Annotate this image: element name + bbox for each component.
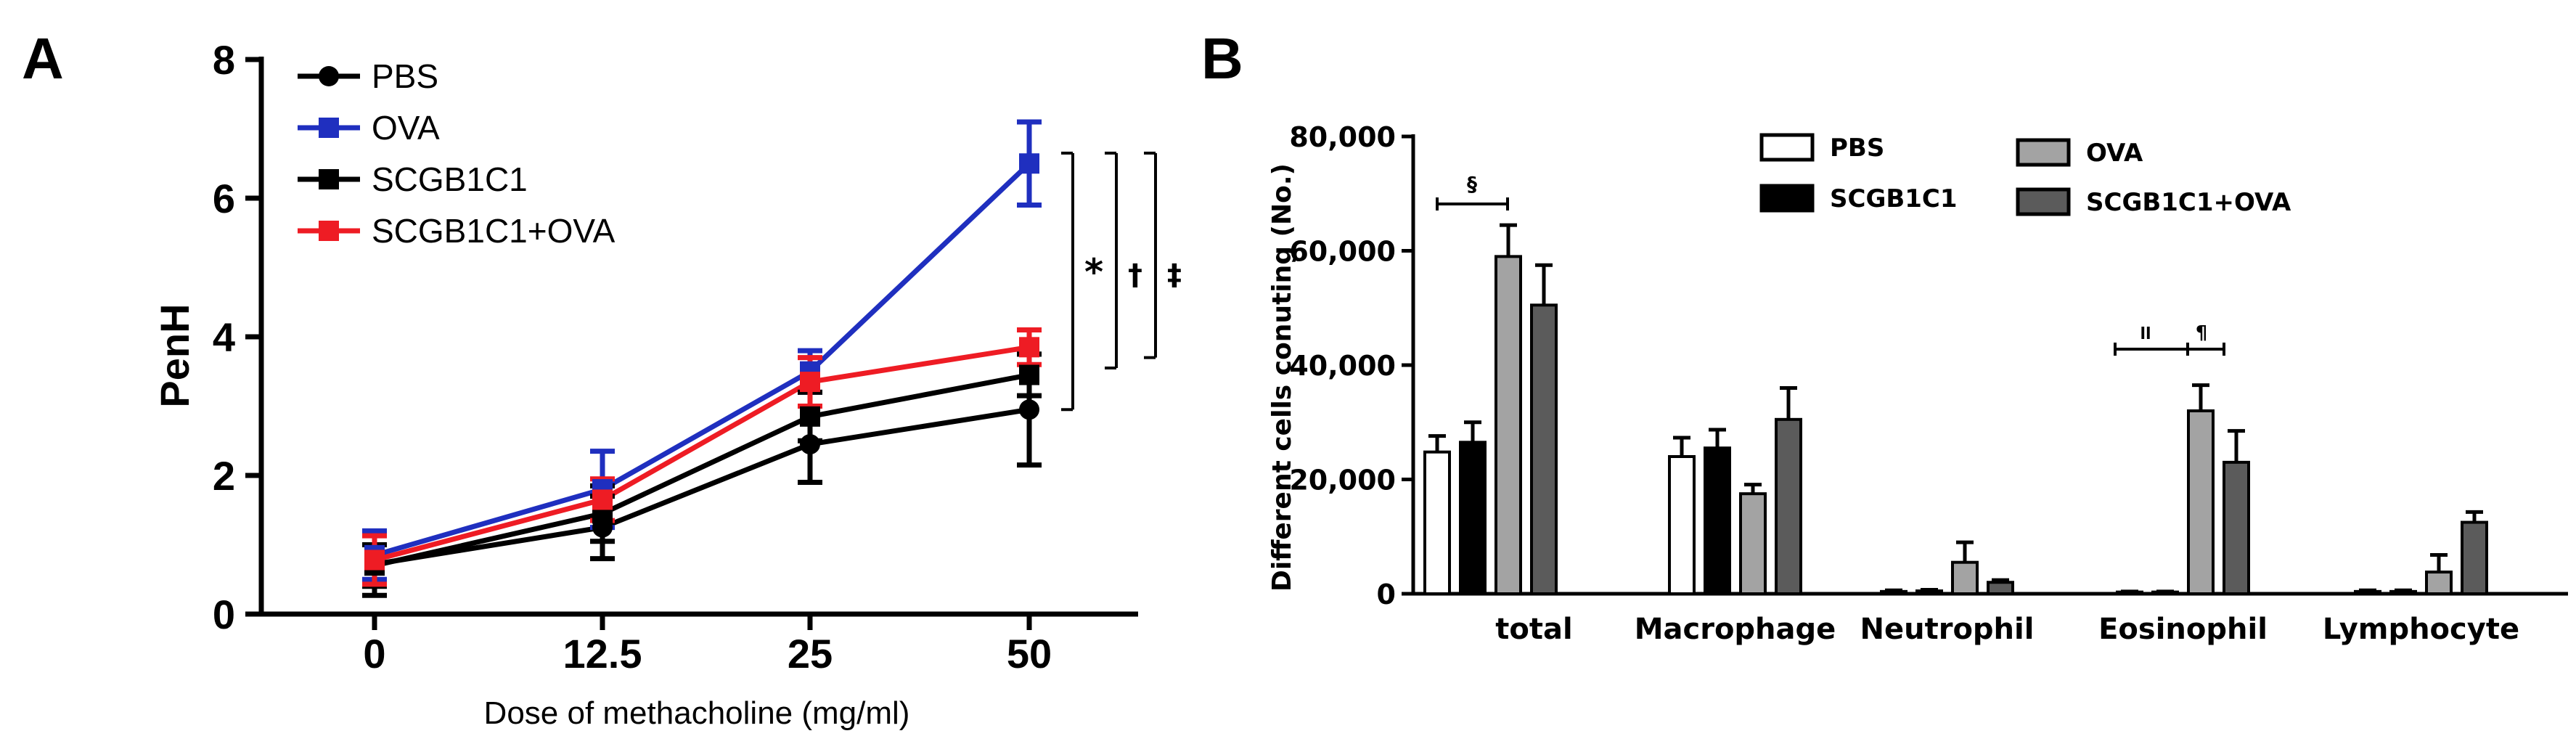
panel-b-bar-total-ova: [1495, 255, 1522, 595]
panel-b-x-tick-label: Eosinophil: [2098, 613, 2268, 646]
panel-a-line-ova: [374, 161, 1031, 558]
panel-a-tick-labels: 0 2 4 6 8 0 12.5 25 50: [213, 37, 1052, 677]
panel-a-x-tick-label: 12.5: [563, 631, 642, 677]
panel-a-line-scgb1c1-ova: [374, 344, 1030, 563]
panel-b-y-tick-label: 20,000: [1289, 465, 1396, 496]
panel-b-legend-swatch-ova: [2016, 138, 2071, 167]
panel-b-legend-label-scgb1c1-ova: SCGB1C1+OVA: [2086, 188, 2291, 217]
panel-b-x-tick-label: total: [1495, 613, 1572, 646]
panel-a-line-scgb1c1: [374, 372, 1030, 568]
panel-b-tick-labels: 0 20,000 40,000 60,000 80,000 total Macrophage…: [1289, 121, 2519, 646]
panel-b-x-tick-label: Macrophage: [1635, 613, 1836, 646]
panel-a-significance-symbol: *: [1084, 251, 1103, 293]
panel-b-y-tick-label: 40,000: [1289, 350, 1396, 382]
panel-b-x-tick-label: Neutrophil: [1860, 613, 2035, 646]
panel-a-point-pbs: [1019, 399, 1039, 420]
panel-a-legend-label-pbs: PBS: [372, 57, 438, 95]
panel-a-point-scgb1c1-ova: [1019, 337, 1039, 358]
panel-a-legend-marker-scgb1c1: [319, 169, 339, 189]
panel-b-legend: PBS SCGB1C1 OVA SCGB1C1+OVA: [1759, 133, 2291, 217]
panel-a-y-tick-label: 4: [213, 314, 235, 360]
panel-a-y-tick-label: 6: [213, 176, 235, 221]
panel-a: A PenH Dose of methacholine (mg/ml) 0 2 4 6…: [22, 26, 1182, 731]
panel-b: B Different cells conuting (No.) 0 20,000…: [1201, 26, 2568, 646]
panel-b-significance-symbol: ll: [2140, 325, 2151, 343]
panel-a-x-tick-label: 50: [1007, 631, 1052, 677]
panel-b-bar-eosinophil-ova: [2187, 409, 2215, 595]
panel-a-series-lines: [374, 161, 1031, 568]
panel-a-x-tick-label: 25: [788, 631, 833, 677]
panel-b-legend-swatch-pbs: [1759, 133, 1815, 162]
panel-b-legend-swatch-scgb1c1: [1759, 184, 1815, 213]
panel-a-point-scgb1c1-ova: [592, 489, 613, 510]
panel-a-line-pbs: [374, 406, 1030, 567]
panel-a-point-scgb1c1-ova: [364, 549, 385, 571]
panel-b-bar-neutrophil-scgb1c1-ova: [1987, 581, 2014, 595]
panel-a-axes: [245, 57, 1138, 630]
panel-a-legend-label-scgb1c1: SCGB1C1: [372, 160, 528, 198]
panel-b-legend-label-ova: OVA: [2086, 139, 2143, 168]
panel-a-legend-marker-pbs: [319, 66, 339, 86]
panel-b-significance-symbol: §: [1467, 172, 1477, 196]
panel-a-point-scgb1c1: [1019, 364, 1039, 385]
panel-b-legend-swatch-scgb1c1-ova: [2016, 187, 2071, 216]
panel-b-bar-total-scgb1c1-ova: [1530, 303, 1558, 595]
panel-b-y-axis-title: Different cells conuting (No.): [1267, 163, 1297, 592]
panel-a-legend-marker-scgb1c1-ova: [319, 221, 339, 241]
panel-b-bar-macrophage-scgb1c1: [1704, 446, 1731, 595]
panel-a-y-tick-label: 8: [213, 37, 235, 83]
panel-a-significance-symbol: ‡: [1167, 258, 1182, 292]
panel-b-significance-symbol: ¶: [2196, 322, 2208, 344]
panel-a-point-scgb1c1-ova: [800, 372, 820, 393]
panel-a-legend-label-scgb1c1-ova: SCGB1C1+OVA: [372, 212, 616, 250]
panel-a-point-pbs: [800, 434, 820, 455]
panel-b-bar-eosinophil-scgb1c1-ova: [2223, 460, 2250, 595]
panel-a-legend-label-ova: OVA: [372, 109, 440, 147]
panel-b-y-tick-label: 80,000: [1289, 121, 1396, 153]
panel-b-bar-total-pbs: [1423, 450, 1451, 596]
panel-b-legend-label-pbs: PBS: [1830, 134, 1884, 163]
panel-a-point-ova: [1019, 153, 1039, 174]
panel-b-bar-neutrophil-ova: [1951, 560, 1979, 595]
panel-b-bar-macrophage-pbs: [1668, 455, 1696, 595]
panel-b-legend-label-scgb1c1: SCGB1C1: [1830, 184, 1958, 213]
panel-a-y-tick-label: 2: [213, 453, 235, 499]
panel-b-significance: § ll ¶: [1436, 172, 2225, 356]
panel-a-legend: PBS OVA SCGB1C1 SCGB1C1+OVA: [298, 57, 616, 250]
panel-b-bars: [1423, 223, 2488, 596]
panel-a-y-tick-label: 0: [213, 592, 235, 637]
panel-b-bar-total-scgb1c1: [1459, 441, 1487, 595]
panel-a-point-scgb1c1: [800, 406, 820, 427]
panel-b-bar-macrophage-ova: [1739, 492, 1767, 595]
panel-b-bar-lymphocyte-scgb1c1-ova: [2461, 520, 2488, 595]
panel-b-bar-macrophage-scgb1c1-ova: [1775, 417, 1802, 595]
panel-b-y-tick-label: 60,000: [1289, 236, 1396, 268]
panel-b-x-tick-label: Lymphocyte: [2323, 613, 2519, 646]
panel-a-legend-marker-ova: [319, 118, 339, 138]
panel-b-bar-lymphocyte-ova: [2425, 571, 2453, 596]
panel-a-label: A: [22, 26, 64, 91]
panel-a-data-points: [364, 153, 1039, 576]
panel-b-y-tick-label: 0: [1377, 579, 1396, 610]
panel-b-label: B: [1201, 26, 1243, 91]
panel-a-y-axis-title: PenH: [152, 303, 197, 407]
panel-a-significance-symbol: †: [1128, 258, 1142, 292]
panel-a-x-axis-title: Dose of methacholine (mg/ml): [484, 695, 910, 731]
panel-a-x-tick-label: 0: [363, 631, 385, 677]
panel-a-significance: * † ‡: [1061, 151, 1182, 412]
